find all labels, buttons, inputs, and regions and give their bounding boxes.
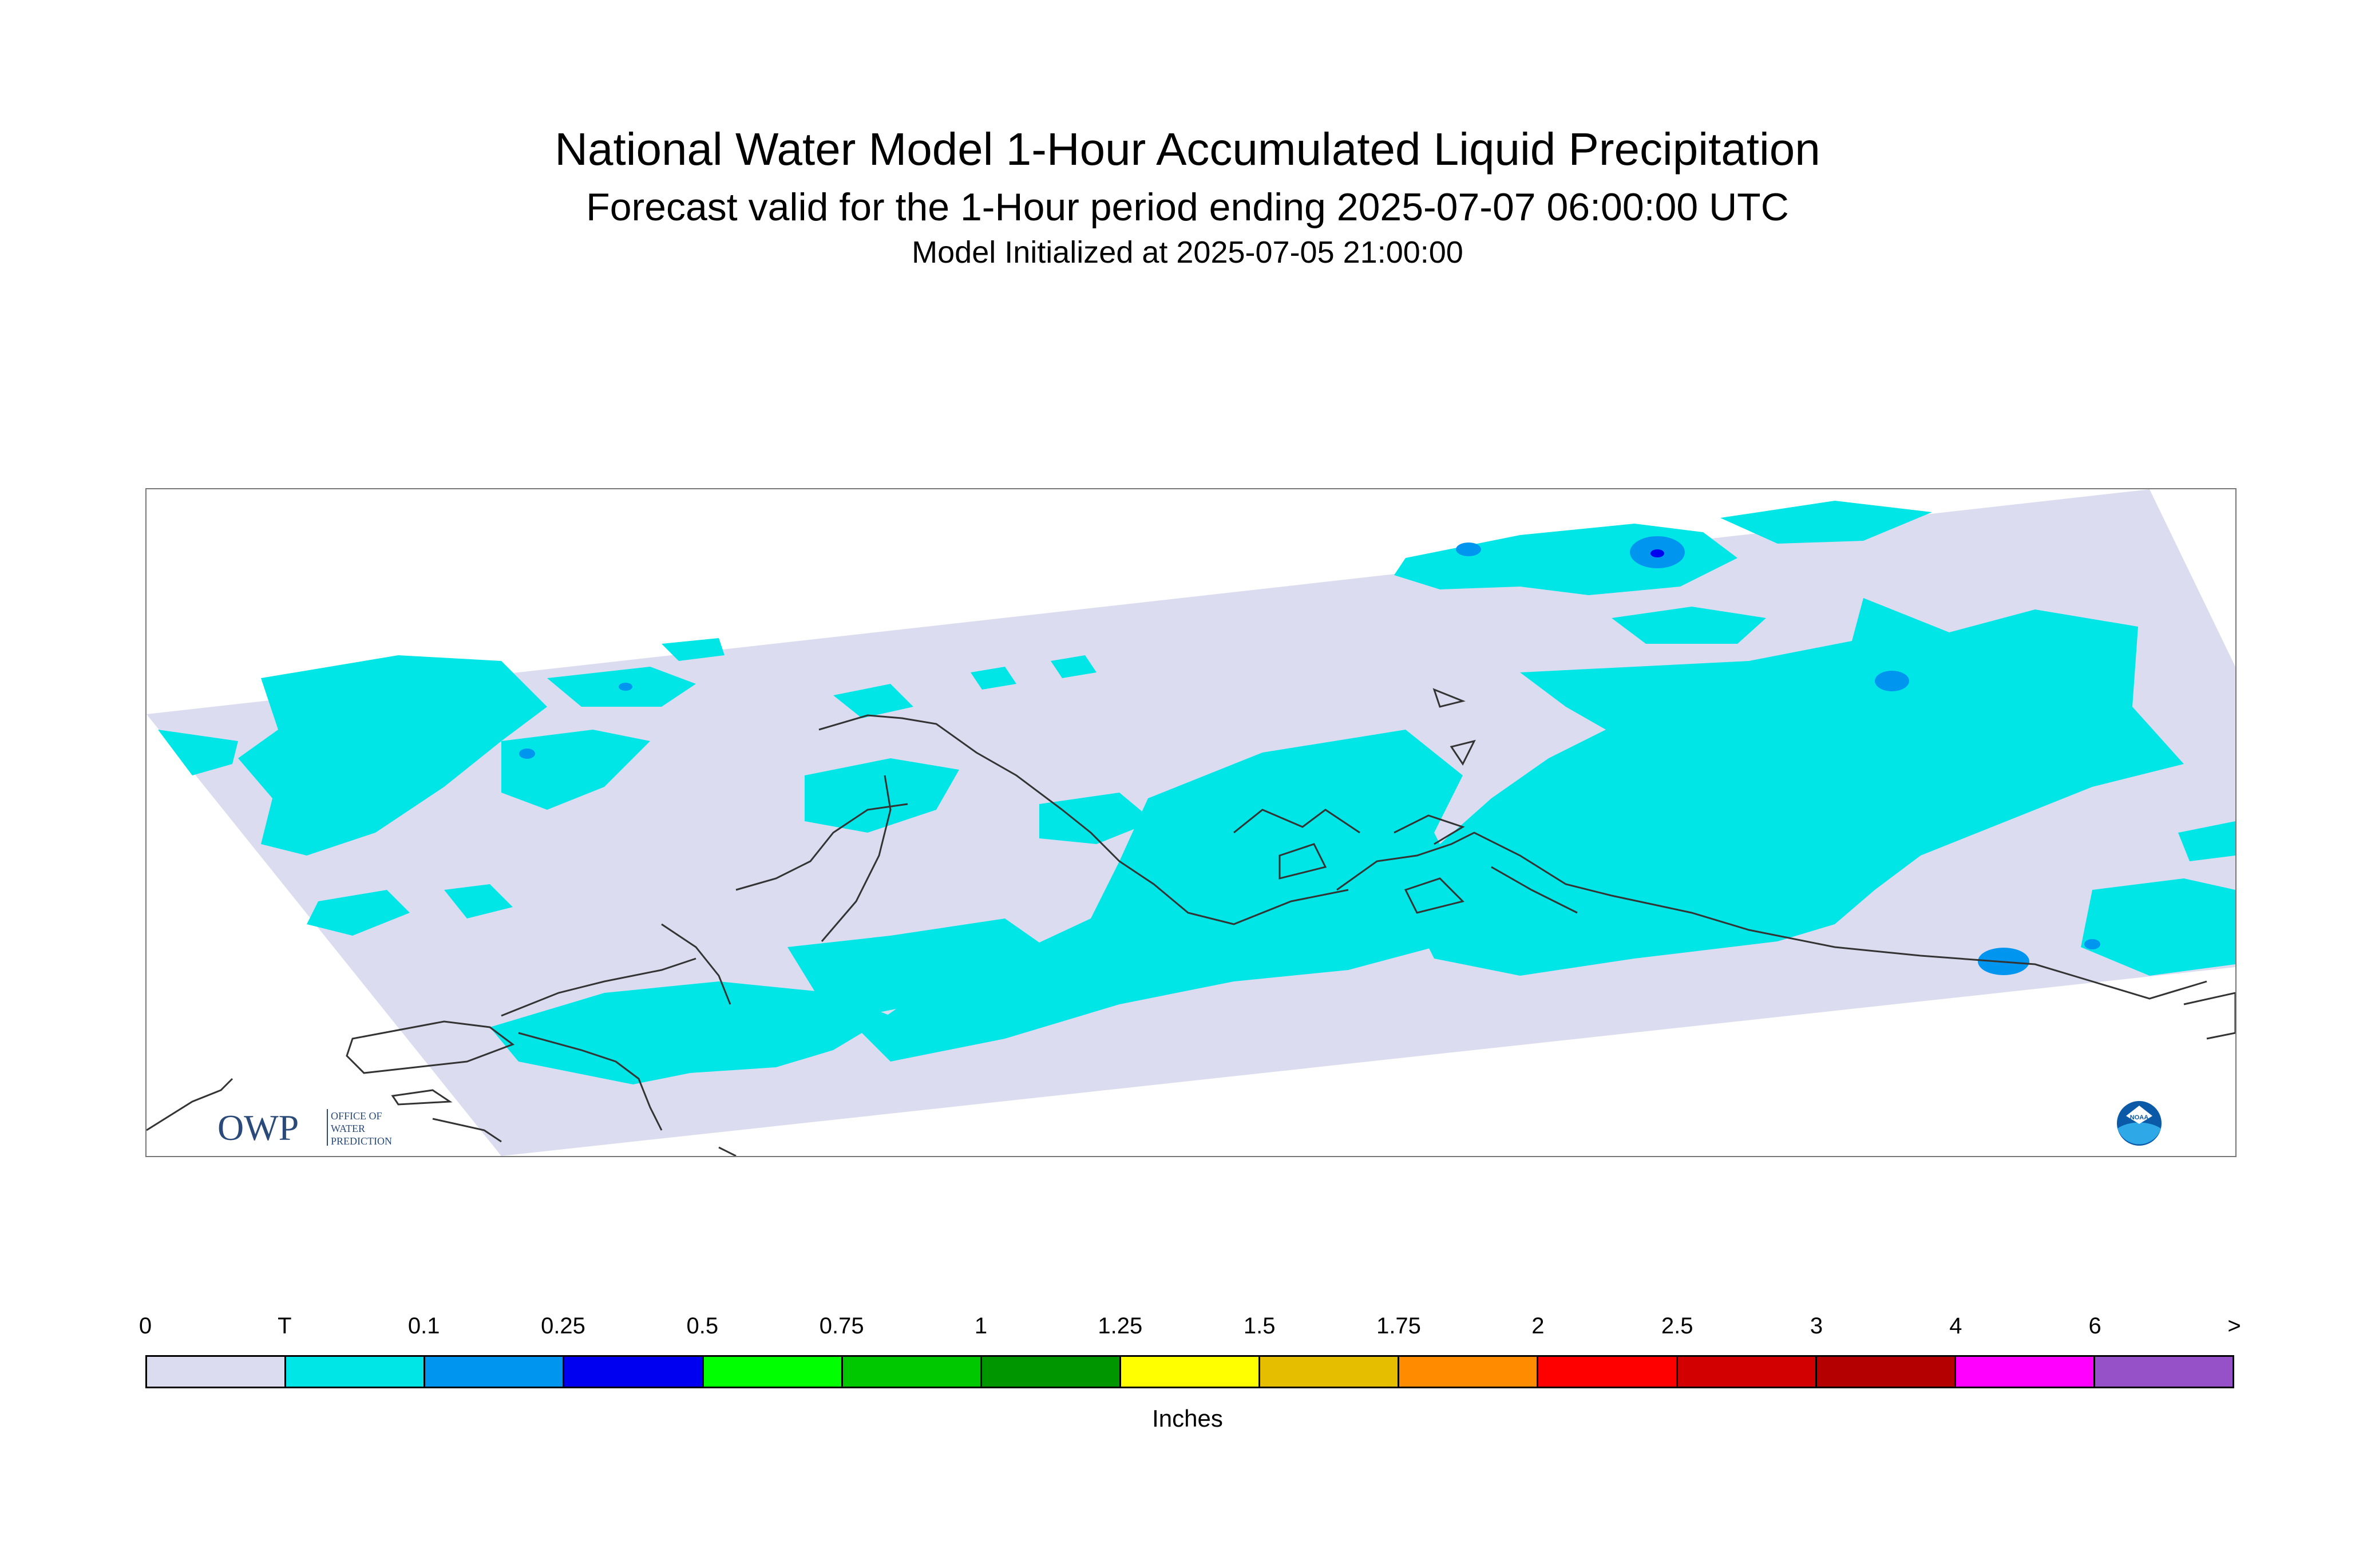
precipitation-map: [145, 488, 2237, 1157]
legend-label: 2: [1531, 1313, 1545, 1339]
coastlines: [147, 688, 2235, 1156]
legend-label: 0: [138, 1313, 152, 1339]
legend-label: 0.75: [819, 1313, 864, 1339]
legend-label: 6: [2088, 1313, 2101, 1339]
legend-label: 1.75: [1376, 1313, 1421, 1339]
legend-swatch: [842, 1357, 982, 1387]
outside-domain-left: [147, 714, 501, 1156]
legend-swatch: [2095, 1357, 2233, 1387]
owp-logo-line1: OFFICE OF: [331, 1110, 382, 1122]
outside-domain-right: [501, 967, 2235, 1156]
legend-swatch: [703, 1357, 843, 1387]
legend-label: 0.5: [686, 1313, 719, 1339]
legend-label: 1: [974, 1313, 988, 1339]
owp-logo-line2: WATER: [331, 1123, 365, 1134]
legend-label: >: [2227, 1313, 2241, 1339]
legend-label: 1.25: [1098, 1313, 1143, 1339]
map-title: National Water Model 1-Hour Accumulated …: [555, 124, 1820, 175]
legend-label: 2.5: [1661, 1313, 1693, 1339]
map-subtitle: Forecast valid for the 1-Hour period end…: [586, 185, 1789, 229]
legend-label: 0.1: [407, 1313, 440, 1339]
legend-swatch: [564, 1357, 704, 1387]
legend-swatch: [1121, 1357, 1261, 1387]
legend-label: 1.5: [1243, 1313, 1276, 1339]
noaa-logo-text: NOAA: [2130, 1114, 2148, 1121]
moderate-precip-areas: [1650, 549, 1664, 557]
legend-label: 3: [1810, 1313, 1823, 1339]
owp-logo-main: OWP: [217, 1107, 299, 1148]
legend-colorbar: [145, 1355, 2234, 1388]
legend-swatch: [1260, 1357, 1400, 1387]
legend-swatch: [286, 1357, 426, 1387]
legend-swatch: [981, 1357, 1121, 1387]
legend-swatch: [1956, 1357, 2095, 1387]
legend-swatch: [1538, 1357, 1678, 1387]
owp-logo-line3: PREDICTION: [331, 1135, 392, 1147]
legend-label: 4: [1949, 1313, 1962, 1339]
legend-swatch: [147, 1357, 287, 1387]
legend-units: Inches: [1152, 1405, 1223, 1432]
noaa-logo: NOAA: [2115, 1099, 2164, 1148]
trace-precip-areas: [158, 501, 2235, 1084]
legend-swatch: [1399, 1357, 1539, 1387]
legend-swatch: [1816, 1357, 1956, 1387]
legend-swatch: [1677, 1357, 1817, 1387]
init-time: Model Initialized at 2025-07-05 21:00:00: [912, 235, 1463, 270]
legend-label: 0.25: [541, 1313, 585, 1339]
legend-label: T: [278, 1313, 292, 1339]
legend-swatch: [425, 1357, 565, 1387]
owp-logo: OWP OFFICE OF WATER PREDICTION: [217, 1104, 423, 1150]
